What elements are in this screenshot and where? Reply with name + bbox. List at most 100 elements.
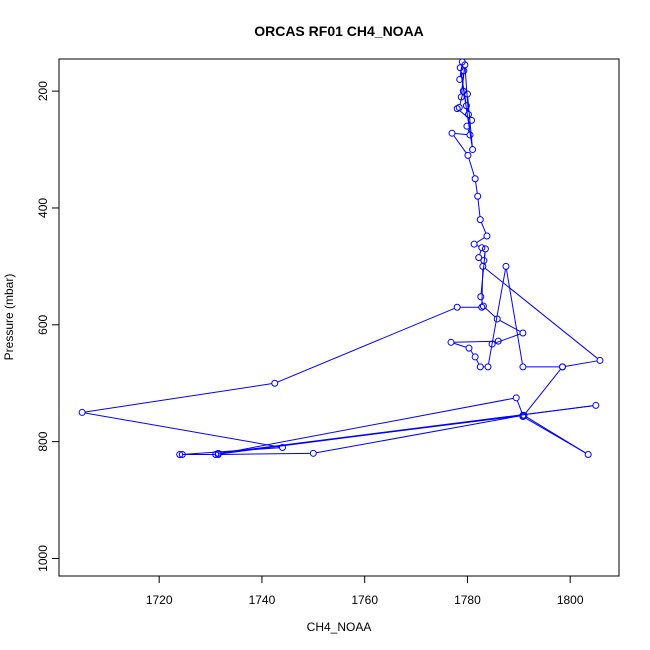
series-segment (477, 199, 481, 217)
series-segment (85, 383, 272, 413)
series-segment (484, 267, 598, 359)
data-point (476, 216, 484, 224)
data-point (464, 110, 472, 118)
data-point (271, 379, 279, 387)
x-tick-label: 1760 (351, 593, 378, 607)
data-point (466, 131, 474, 139)
series-segment (459, 93, 464, 105)
x-tick-label: 1740 (249, 593, 276, 607)
series-segment (475, 181, 478, 194)
data-point (448, 129, 456, 137)
data-point (471, 353, 479, 361)
data-point (558, 363, 566, 371)
data-point (456, 64, 464, 72)
data-point (512, 394, 520, 402)
data-point (493, 315, 501, 323)
data-point (477, 293, 485, 301)
series-segment (316, 415, 521, 454)
y-tick-label: 800 (36, 431, 50, 451)
plot-area (78, 58, 604, 458)
series-segment (485, 307, 496, 318)
series-segment (525, 417, 586, 454)
series-segment (453, 342, 467, 348)
series-segment (470, 350, 474, 355)
x-tick-label: 1800 (557, 593, 584, 607)
series-segment (218, 397, 514, 455)
series-segment (467, 96, 473, 147)
series-segment (454, 132, 468, 136)
data-point (484, 363, 492, 371)
data-point (453, 105, 461, 113)
series-segment (84, 412, 280, 448)
data-point (465, 344, 473, 352)
data-point (178, 450, 186, 458)
data-point (502, 262, 510, 270)
series-segment (488, 269, 506, 364)
data-point (309, 449, 317, 457)
series-segment (516, 400, 523, 413)
x-axis: 1720 1740 1760 1780 1800 (146, 576, 584, 607)
plot-frame (58, 58, 620, 577)
y-tick-label: 200 (36, 81, 50, 101)
series-segment (494, 333, 521, 344)
series-segment (466, 108, 469, 112)
data-point (596, 356, 604, 364)
series-segment (524, 368, 562, 415)
data-point (483, 232, 491, 240)
data-point (462, 102, 470, 110)
data-point (520, 411, 528, 419)
series-segment (476, 237, 485, 243)
data-point (519, 363, 527, 371)
data-point (474, 192, 482, 200)
data-point (459, 87, 467, 95)
data-point (464, 151, 472, 159)
y-tick-label: 1000 (36, 545, 50, 572)
x-axis-label: CH4_NOAA (307, 620, 372, 634)
series-segment (461, 67, 466, 95)
y-tick-label: 400 (36, 198, 50, 218)
data-point (456, 75, 464, 83)
data-point (447, 338, 455, 346)
series-segment (467, 128, 470, 133)
y-tick-label: 600 (36, 314, 50, 334)
data-point (488, 340, 496, 348)
series-segment (499, 319, 521, 332)
data-point (479, 262, 487, 270)
data-point (463, 122, 471, 130)
x-tick-label: 1780 (454, 593, 481, 607)
data-point (592, 401, 600, 409)
data-point (214, 449, 222, 457)
data-point (471, 175, 479, 183)
data-point (584, 450, 592, 458)
series-segment (505, 269, 523, 364)
chart-title: ORCAS RF01 CH4_NOAA (254, 23, 424, 39)
data-point (278, 443, 286, 451)
data-point (453, 303, 461, 311)
series-segment (468, 158, 475, 177)
data-point (519, 413, 527, 421)
series-segment (479, 250, 482, 255)
data-point (519, 329, 527, 337)
y-axis-label: Pressure (mbar) (2, 274, 16, 361)
data-point (478, 303, 486, 311)
series-segment (453, 340, 496, 343)
data-point (475, 254, 483, 262)
series-segment (453, 135, 467, 154)
data-point (468, 116, 476, 124)
data-point (479, 302, 487, 310)
series-segment (221, 415, 522, 454)
series-segment (221, 452, 311, 455)
series-segment (481, 269, 484, 305)
data-point (457, 93, 465, 101)
data-point (176, 450, 184, 458)
series-segment (277, 307, 455, 383)
data-point (470, 240, 478, 248)
data-point (478, 244, 486, 252)
data-point (476, 363, 484, 371)
data-point (494, 337, 502, 345)
series-segment (480, 222, 487, 234)
y-axis: 200 400 600 800 1000 (36, 81, 59, 572)
series-segment (476, 359, 480, 365)
series-segment (565, 360, 598, 367)
